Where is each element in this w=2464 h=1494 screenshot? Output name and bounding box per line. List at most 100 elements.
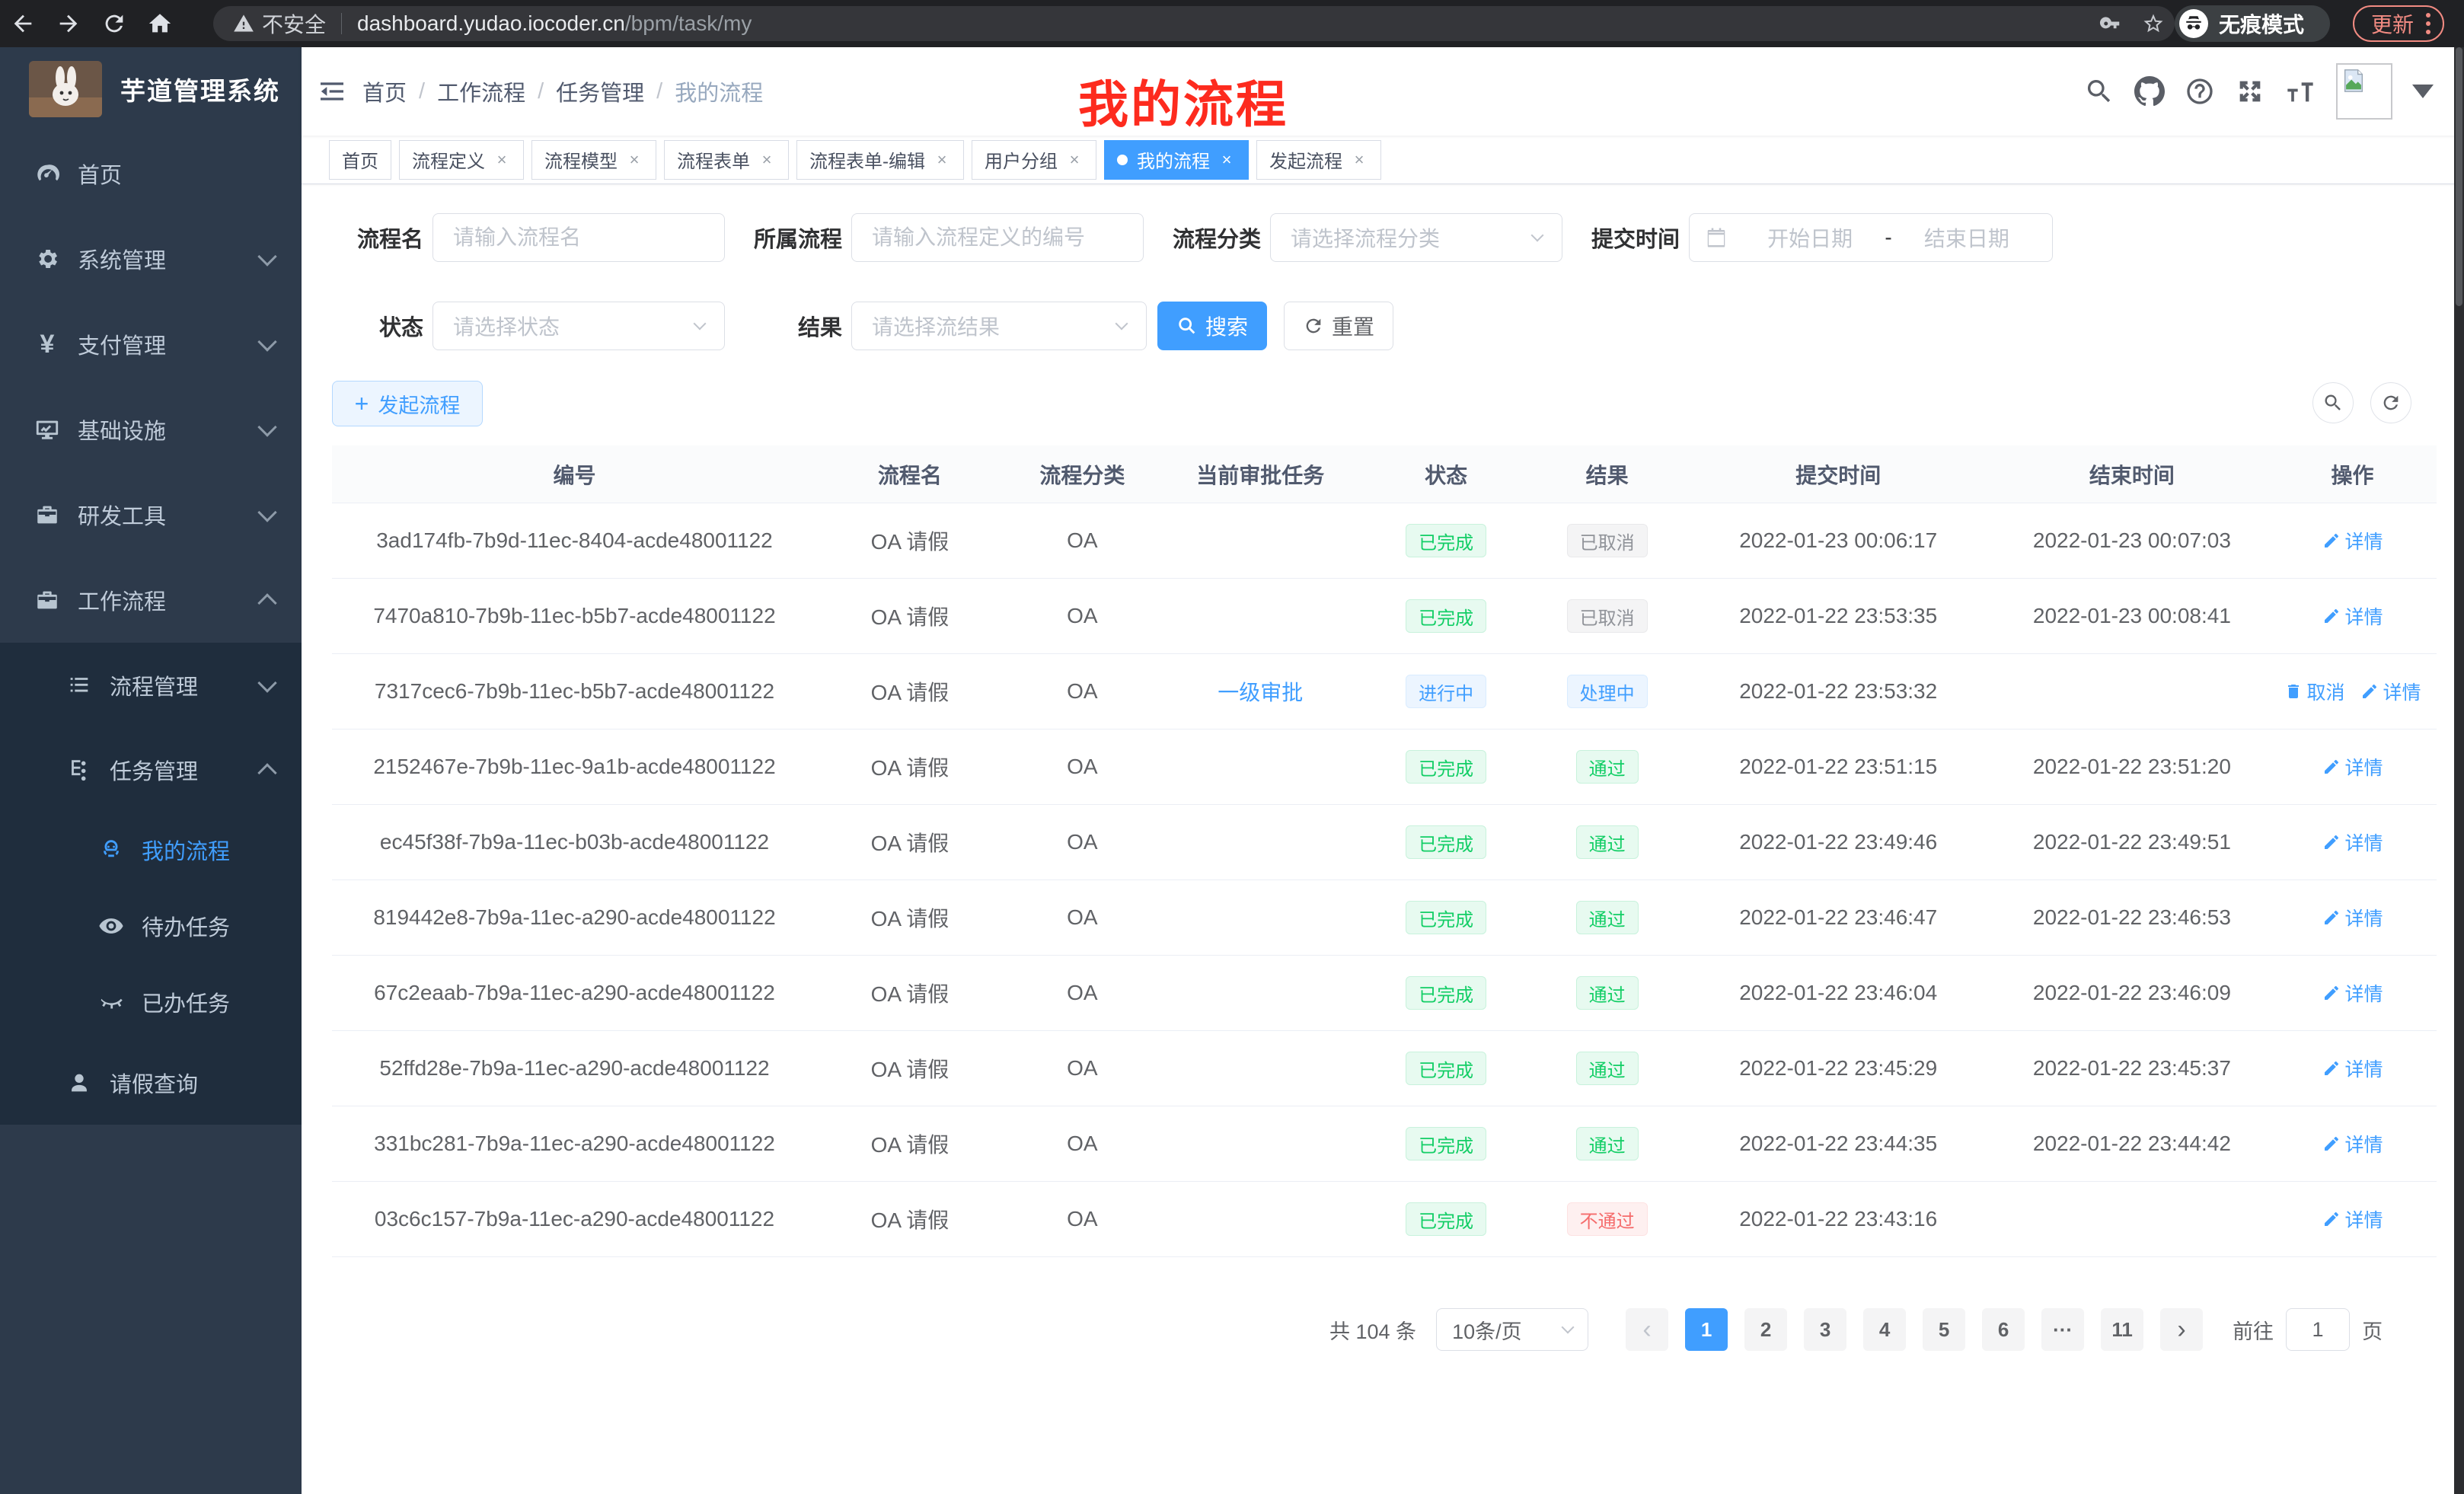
sidebar-item-system[interactable]: 系统管理 <box>0 216 302 302</box>
tab-process-form-edit[interactable]: 流程表单-编辑 × <box>796 139 964 180</box>
page-button-2[interactable]: 2 <box>1744 1308 1788 1351</box>
sidebar-item-task-mgmt[interactable]: 任务管理 <box>0 727 302 812</box>
row-actions: 详情 <box>2268 904 2437 931</box>
breadcrumb-task-mgmt[interactable]: 任务管理 <box>556 81 645 106</box>
create-process-button[interactable]: + 发起流程 <box>332 381 483 426</box>
row-action-detail[interactable]: 详情 <box>2322 1205 2383 1233</box>
search-button[interactable]: 搜索 <box>1157 302 1267 350</box>
sidebar-item-devtools[interactable]: 研发工具 <box>0 472 302 557</box>
url-divider <box>341 13 343 34</box>
row-result-tag: 通过 <box>1575 976 1639 1010</box>
main-area: 首页 / 工作流程 / 任务管理 / 我的流程 我的流程 首页 流程定义 × 流程… <box>302 47 2464 1494</box>
sidebar-item-workflow[interactable]: 工作流程 <box>0 557 302 643</box>
close-icon[interactable]: × <box>937 149 947 169</box>
page-button-3[interactable]: 3 <box>1804 1308 1847 1351</box>
sidebar-item-leave-query[interactable]: 请假查询 <box>0 1040 302 1125</box>
page-button-11[interactable]: 11 <box>2101 1308 2144 1351</box>
submit-time-daterange[interactable]: 开始日期 - 结束日期 <box>1689 213 2053 262</box>
sidebar-item-process-mgmt[interactable]: 流程管理 <box>0 643 302 727</box>
table-row: 819442e8-7b9a-11ec-a290-acde48001122 OA … <box>332 880 2437 956</box>
row-result-tag: 通过 <box>1575 750 1639 784</box>
reload-icon[interactable] <box>91 4 137 43</box>
back-icon[interactable] <box>0 4 46 43</box>
app-logo[interactable]: 芋道管理系统 <box>0 47 302 131</box>
row-action-detail[interactable]: 详情 <box>2322 753 2383 781</box>
forward-icon[interactable] <box>46 4 91 43</box>
page-size-select[interactable]: 10条/页 <box>1436 1308 1589 1351</box>
col-current-task: 当前审批任务 <box>1196 463 1325 487</box>
sidebar-item-home[interactable]: 首页 <box>0 131 302 216</box>
close-icon[interactable]: × <box>1221 149 1232 169</box>
page-button-4[interactable]: 4 <box>1863 1308 1907 1351</box>
status-select[interactable]: 请选择状态 <box>432 302 725 350</box>
close-icon[interactable]: × <box>1069 149 1080 169</box>
tab-start-process[interactable]: 发起流程 × <box>1256 139 1381 180</box>
tab-process-definition[interactable]: 流程定义 × <box>399 139 524 180</box>
sidebar-item-my-process[interactable]: 我的流程 <box>0 812 302 888</box>
row-status-tag: 已完成 <box>1406 750 1487 784</box>
row-process-name: OA 请假 <box>870 605 950 629</box>
row-action-detail[interactable]: 详情 <box>2322 602 2383 630</box>
search-icon[interactable] <box>2074 47 2124 136</box>
show-search-button[interactable] <box>2312 382 2354 423</box>
parent-process-input[interactable] <box>852 214 1143 261</box>
github-icon[interactable] <box>2124 47 2175 136</box>
goto-suffix: 页 <box>2362 1320 2383 1343</box>
fullscreen-icon[interactable] <box>2225 47 2275 136</box>
url-bar[interactable]: 不安全 dashboard.yudao.iocoder.cn /bpm/task… <box>213 6 2175 41</box>
row-action-detail[interactable]: 详情 <box>2322 1130 2383 1157</box>
row-action-detail[interactable]: 详情 <box>2322 904 2383 931</box>
page-button-5[interactable]: 5 <box>1923 1308 1966 1351</box>
tab-home[interactable]: 首页 <box>329 139 391 180</box>
breadcrumb-home[interactable]: 首页 <box>362 81 407 106</box>
next-page-button[interactable]: › <box>2160 1308 2204 1351</box>
help-icon[interactable] <box>2175 47 2225 136</box>
row-action-detail[interactable]: 详情 <box>2360 678 2421 705</box>
page-button-1[interactable]: 1 <box>1685 1308 1728 1351</box>
row-action-cancel[interactable]: 取消 <box>2284 678 2345 705</box>
browser-scrollbar[interactable] <box>2454 47 2464 1494</box>
close-icon[interactable]: × <box>1354 149 1364 169</box>
home-icon[interactable] <box>137 4 183 43</box>
sidebar-item-label: 系统管理 <box>78 249 167 273</box>
row-submit-time: 2022-01-22 23:51:15 <box>1739 755 1938 778</box>
sidebar-item-done-tasks[interactable]: 已办任务 <box>0 964 302 1040</box>
close-icon[interactable]: × <box>496 149 507 169</box>
tab-process-model[interactable]: 流程模型 × <box>531 139 656 180</box>
process-name-input[interactable] <box>433 214 724 261</box>
password-key-icon[interactable] <box>2089 6 2132 41</box>
sidebar-item-todo-tasks[interactable]: 待办任务 <box>0 888 302 964</box>
prev-page-button[interactable]: ‹ <box>1626 1308 1669 1351</box>
breadcrumb-workflow[interactable]: 工作流程 <box>437 81 526 106</box>
tab-my-process[interactable]: 我的流程 × <box>1104 139 1249 180</box>
sidebar-collapse-icon[interactable] <box>302 47 362 136</box>
close-icon[interactable]: × <box>761 149 772 169</box>
avatar[interactable] <box>2336 63 2392 120</box>
row-status-tag: 已完成 <box>1406 976 1487 1010</box>
row-actions: 详情 <box>2268 1130 2437 1157</box>
category-select[interactable]: 请选择流程分类 <box>1270 213 1562 262</box>
row-end-time: 2022-01-22 23:49:51 <box>2032 830 2231 854</box>
row-action-detail[interactable]: 详情 <box>2322 828 2383 856</box>
close-icon[interactable]: × <box>629 149 640 169</box>
reset-button[interactable]: 重置 <box>1284 302 1393 350</box>
sidebar-item-infra[interactable]: 基础设施 <box>0 387 302 472</box>
row-action-detail[interactable]: 详情 <box>2322 979 2383 1007</box>
result-select[interactable]: 请选择流结果 <box>851 302 1147 350</box>
row-action-detail[interactable]: 详情 <box>2322 527 2383 554</box>
bookmark-star-icon[interactable] <box>2132 6 2175 41</box>
tab-process-form[interactable]: 流程表单 × <box>664 139 789 180</box>
avatar-dropdown-caret-icon[interactable] <box>2412 85 2434 98</box>
row-action-detail[interactable]: 详情 <box>2322 1055 2383 1082</box>
page-ellipsis[interactable]: ··· <box>2041 1308 2085 1351</box>
page-button-6[interactable]: 6 <box>1982 1308 2025 1351</box>
sidebar-item-payment[interactable]: ¥ 支付管理 <box>0 302 302 387</box>
tab-user-group[interactable]: 用户分组 × <box>972 139 1096 180</box>
scrollbar-thumb[interactable] <box>2456 47 2462 306</box>
update-button[interactable]: 更新 <box>2352 5 2444 42</box>
row-current-task-link[interactable]: 一级审批 <box>1218 681 1304 704</box>
menu-dots-icon[interactable] <box>2426 13 2430 34</box>
font-size-icon[interactable] <box>2275 47 2325 136</box>
refresh-table-button[interactable] <box>2370 382 2411 423</box>
goto-page-input[interactable] <box>2287 1309 2350 1350</box>
